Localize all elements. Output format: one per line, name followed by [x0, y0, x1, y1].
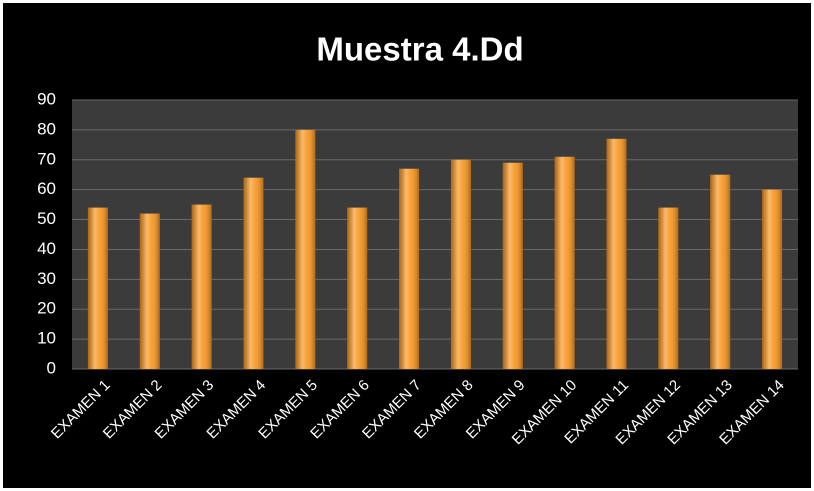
bar-shine	[450, 159, 471, 369]
y-tick-label: 60	[37, 179, 56, 198]
y-tick-label: 80	[37, 119, 56, 138]
bar-shine	[399, 168, 420, 369]
y-tick-label: 50	[37, 209, 56, 228]
y-tick-label: 90	[37, 89, 56, 108]
bar-shine	[191, 204, 212, 369]
y-tick-label: 30	[37, 269, 56, 288]
chart-title: Muestra 4.Dd	[316, 31, 523, 68]
bar-shine	[658, 207, 679, 369]
bar-shine	[243, 177, 264, 369]
y-tick-label: 20	[37, 299, 56, 318]
bar-shine	[347, 207, 368, 369]
bar-shine	[295, 129, 316, 369]
y-tick-label: 10	[37, 329, 56, 348]
plot-area	[72, 100, 798, 369]
bar-shine	[710, 174, 731, 369]
bar-shine	[502, 162, 523, 369]
bar-shine	[139, 213, 160, 369]
y-tick-label: 40	[37, 239, 56, 258]
y-tick-label: 70	[37, 149, 56, 168]
bar-shine	[762, 189, 783, 369]
bar-shine	[87, 207, 108, 369]
bar-shine	[606, 138, 627, 369]
y-tick-label: 0	[47, 358, 56, 377]
bar-shine	[554, 156, 575, 369]
